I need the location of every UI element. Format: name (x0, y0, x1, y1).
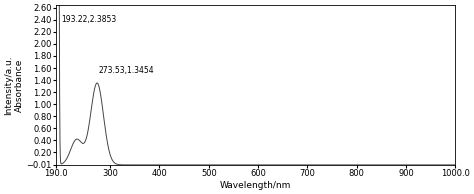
Text: 193.22,2.3853: 193.22,2.3853 (62, 15, 117, 24)
Text: 273.53,1.3454: 273.53,1.3454 (99, 66, 154, 74)
Y-axis label: Intensity/a.u.
Absorbance: Intensity/a.u. Absorbance (4, 55, 24, 115)
X-axis label: Wavelength/nm: Wavelength/nm (220, 181, 292, 190)
